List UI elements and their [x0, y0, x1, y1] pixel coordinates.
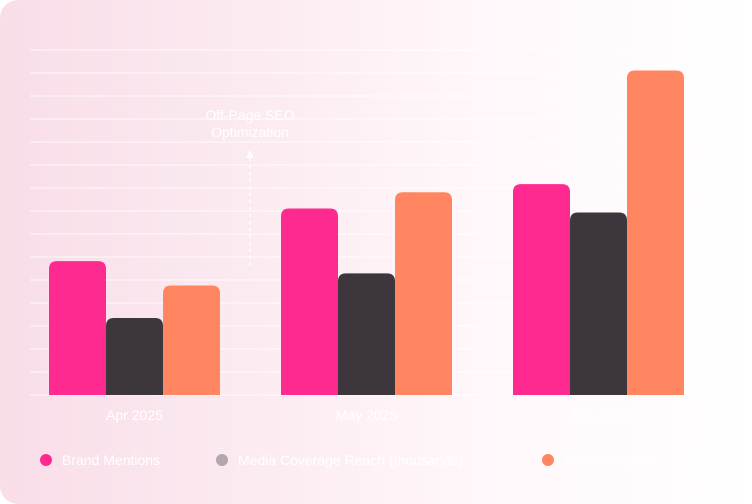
legend-label: Brand Mentions — [62, 452, 161, 468]
legend-item: Brand Mentions — [40, 452, 160, 468]
legend-item: Domain Rating (DR) — [542, 452, 690, 468]
legend-dot-icon — [40, 454, 52, 466]
bars — [49, 70, 684, 396]
bar — [163, 285, 220, 395]
annotation-text: Optimization — [211, 124, 289, 140]
chart-legend: Brand Mentions Media Coverage Reach (thou… — [40, 452, 740, 476]
annotation-text: Off-Page SEO — [205, 107, 294, 123]
annotation-arrow-icon — [246, 150, 254, 158]
bar — [627, 70, 684, 396]
bar — [49, 261, 106, 395]
bar — [106, 317, 163, 395]
legend-dot-icon — [216, 454, 228, 466]
bar — [570, 212, 627, 395]
legend-label: Media Coverage Reach (thousands) — [238, 452, 463, 468]
bar — [395, 192, 452, 395]
legend-label: Domain Rating (DR) — [564, 452, 691, 468]
x-tick-label: May 2025 — [336, 407, 398, 423]
x-tick-label: Jun 2025 — [570, 407, 628, 423]
bar — [281, 208, 338, 395]
legend-item: Media Coverage Reach (thousands) — [216, 452, 463, 468]
x-tick-label: Apr 2025 — [106, 407, 163, 423]
bar — [338, 273, 395, 395]
legend-dot-icon — [542, 454, 554, 466]
bar — [513, 184, 570, 395]
